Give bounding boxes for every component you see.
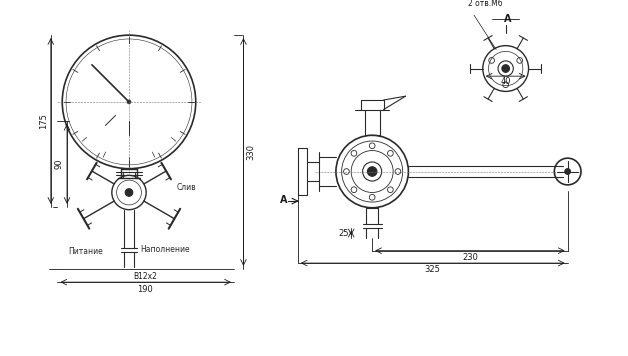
Text: A: A [279,195,287,205]
Text: 90: 90 [55,159,64,169]
Circle shape [502,65,509,72]
Text: 330: 330 [247,145,256,161]
Text: 230: 230 [462,253,478,262]
Circle shape [125,189,133,196]
Text: Питание: Питание [68,247,104,256]
Text: Наполнение: Наполнение [141,245,190,254]
Text: 175: 175 [39,113,48,129]
Circle shape [367,167,377,176]
Text: 2 отв.M6: 2 отв.M6 [468,0,503,8]
Text: A: A [504,14,511,24]
Circle shape [127,100,131,104]
Text: В12х2: В12х2 [133,272,157,281]
Circle shape [565,169,570,174]
Text: 190: 190 [138,285,153,294]
Text: Слив: Слив [176,183,197,192]
Text: 25: 25 [338,229,349,237]
Text: 325: 325 [425,265,441,274]
Text: 40: 40 [501,77,511,87]
